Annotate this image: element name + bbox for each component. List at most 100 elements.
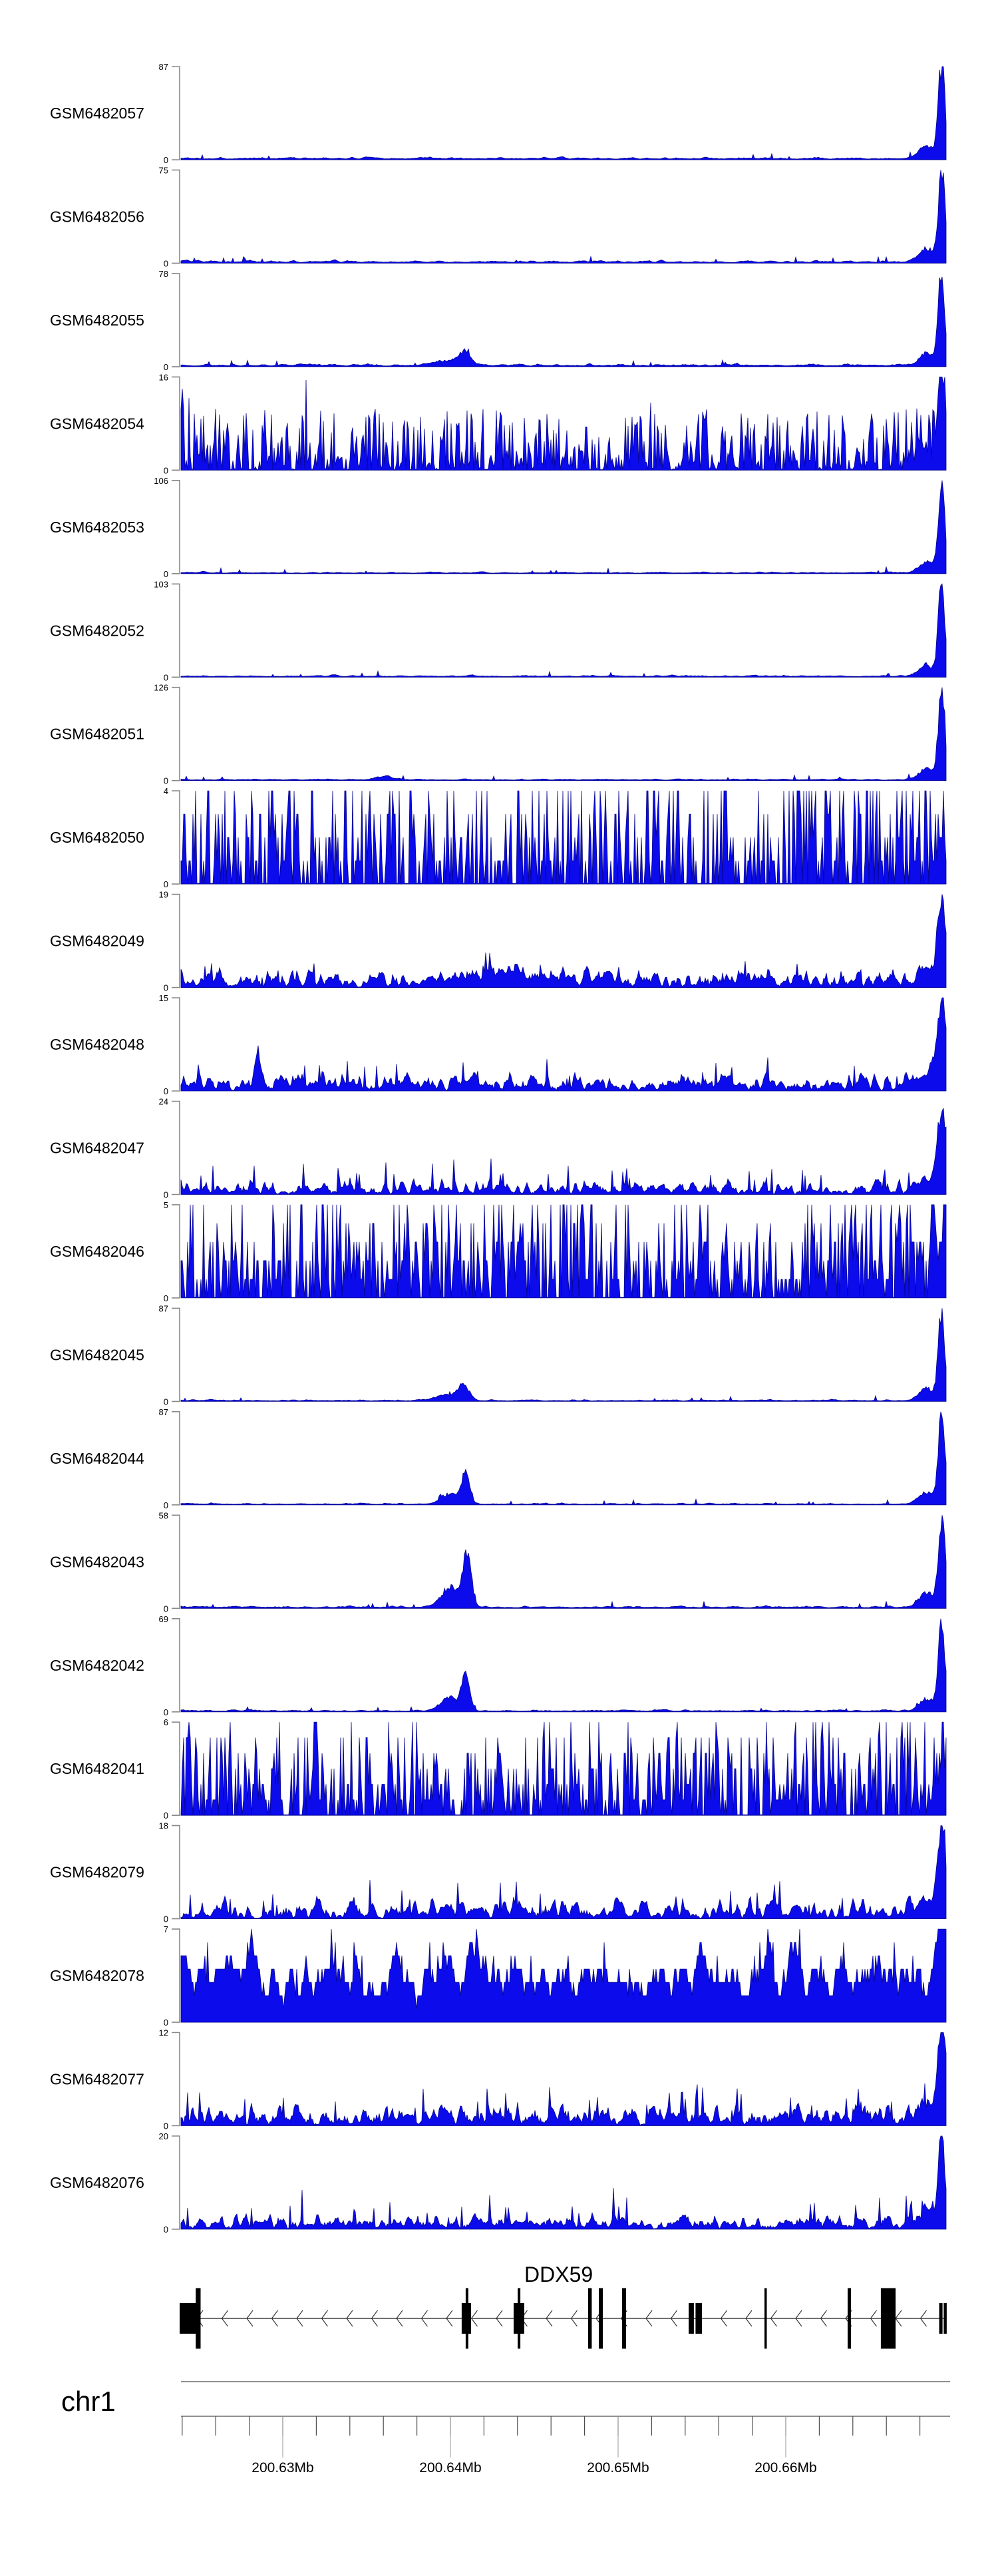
y-axis-zero-label: 0: [164, 2225, 168, 2235]
strand-arrow-icon: [770, 2310, 777, 2327]
coverage-track-GSM6482057: GSM6482057 87 0: [50, 62, 947, 165]
axis-tick-label: 200.65Mb: [587, 2460, 649, 2475]
strand-arrow-icon: [321, 2310, 328, 2327]
track-label: GSM6482078: [50, 1967, 144, 1984]
track-label: GSM6482052: [50, 622, 144, 639]
track-label: GSM6482077: [50, 2071, 144, 2088]
gene-exon: [587, 2288, 592, 2349]
y-axis-bracket: [172, 1204, 180, 1299]
coverage-track-GSM6482044: GSM6482044 87 0: [50, 1407, 947, 1510]
track-label: GSM6482079: [50, 1864, 144, 1881]
y-axis-max-label: 5: [164, 1200, 168, 1210]
track-label: GSM6482044: [50, 1450, 144, 1467]
y-axis-zero-label: 0: [164, 258, 168, 268]
y-axis-bracket: [172, 1618, 180, 1713]
gene-exon: [764, 2288, 767, 2349]
strand-arrow-icon: [745, 2310, 752, 2327]
gene-exon: [689, 2303, 694, 2334]
y-axis-max-label: 103: [154, 579, 168, 589]
y-axis-bracket: [172, 1928, 180, 2023]
coverage-track-GSM6482045: GSM6482045 87 0: [50, 1303, 947, 1406]
axis-tick-label: 200.63Mb: [251, 2460, 313, 2475]
y-axis-bracket: [172, 480, 180, 574]
coverage-track-GSM6482079: GSM6482079 18 0: [50, 1821, 947, 1924]
coverage-signal: [180, 2135, 947, 2230]
coverage-signal: [180, 276, 947, 367]
y-axis-max-label: 6: [164, 1717, 168, 1727]
y-axis-zero-label: 0: [164, 1604, 168, 1613]
y-axis-bracket: [172, 1825, 180, 1920]
strand-arrow-icon: [296, 2310, 303, 2327]
gene-exon: [180, 2303, 198, 2334]
y-axis-max-label: 7: [164, 1924, 168, 1934]
coverage-track-GSM6482042: GSM6482042 69 0: [50, 1614, 947, 1717]
strand-arrow-icon: [570, 2310, 578, 2327]
coverage-track-GSM6482049: GSM6482049 19 0: [50, 890, 947, 993]
y-axis-zero-label: 0: [164, 1293, 168, 1303]
coverage-signal: [180, 1825, 947, 1920]
strand-arrow-icon: [546, 2310, 553, 2327]
track-label: GSM6482076: [50, 2174, 144, 2191]
coverage-signal: [180, 1928, 947, 2023]
track-label: GSM6482054: [50, 415, 144, 432]
strand-arrow-icon: [670, 2310, 677, 2327]
strand-arrow-icon: [870, 2310, 877, 2327]
y-axis-zero-label: 0: [164, 2018, 168, 2028]
strand-arrow-icon: [246, 2310, 253, 2327]
coverage-signal: [180, 1108, 947, 1195]
coverage-signal: [180, 894, 947, 988]
y-axis-bracket: [172, 583, 180, 678]
coverage-signal: [180, 1411, 947, 1506]
y-axis-max-label: 24: [159, 1097, 168, 1107]
y-axis-max-label: 78: [159, 269, 168, 279]
y-axis-zero-label: 0: [164, 983, 168, 993]
gene-exon: [196, 2288, 201, 2349]
coverage-track-GSM6482055: GSM6482055 78 0: [50, 269, 947, 372]
y-axis-bracket: [172, 2135, 180, 2230]
strand-arrow-icon: [346, 2310, 353, 2327]
gene-exon: [848, 2288, 851, 2349]
y-axis-bracket: [172, 1721, 180, 1816]
y-axis-zero-label: 0: [164, 1811, 168, 1821]
coverage-track-GSM6482047: GSM6482047 24 0: [50, 1097, 947, 1200]
y-axis-max-label: 18: [159, 1821, 168, 1831]
strand-arrow-icon: [446, 2310, 453, 2327]
y-axis-max-label: 106: [154, 476, 168, 486]
axis-tick-label: 200.66Mb: [754, 2460, 816, 2475]
track-label: GSM6482051: [50, 726, 144, 743]
y-axis-max-label: 87: [159, 62, 168, 72]
coverage-track-GSM6482053: GSM6482053 106 0: [50, 476, 947, 579]
y-axis-zero-label: 0: [164, 569, 168, 579]
y-axis-max-label: 58: [159, 1510, 168, 1520]
genome-axis: chr1 200.63Mb 200.64Mb 200.65Mb 200.66Mb: [61, 2381, 950, 2475]
y-axis-max-label: 126: [154, 683, 168, 693]
y-axis-bracket: [172, 1100, 180, 1195]
y-axis-max-label: 20: [159, 2131, 168, 2141]
track-label: GSM6482048: [50, 1036, 144, 1053]
coverage-signal: [180, 583, 947, 678]
y-axis-zero-label: 0: [164, 2121, 168, 2131]
y-axis-max-label: 87: [159, 1407, 168, 1417]
y-axis-zero-label: 0: [164, 672, 168, 682]
chromosome-label: chr1: [61, 2386, 116, 2417]
y-axis-zero-label: 0: [164, 362, 168, 372]
coverage-signal: [180, 66, 947, 160]
strand-arrow-icon: [470, 2310, 478, 2327]
track-label: GSM6482045: [50, 1346, 144, 1363]
coverage-signal: [180, 480, 947, 574]
y-axis-bracket: [172, 1307, 180, 1402]
track-label: GSM6482047: [50, 1140, 144, 1157]
y-axis-max-label: 87: [159, 1303, 168, 1313]
coverage-signal: [180, 687, 947, 781]
gene-model: DDX59: [180, 2262, 947, 2349]
axis-shapes: [181, 2381, 950, 2458]
coverage-track-GSM6482056: GSM6482056 75 0: [50, 165, 947, 268]
y-axis-max-label: 19: [159, 890, 168, 900]
track-label: GSM6482056: [50, 208, 144, 225]
track-label: GSM6482049: [50, 933, 144, 950]
strand-arrow-icon: [396, 2310, 403, 2327]
y-axis-bracket: [172, 686, 180, 781]
track-label: GSM6482055: [50, 312, 144, 329]
gene-exon: [939, 2303, 943, 2334]
